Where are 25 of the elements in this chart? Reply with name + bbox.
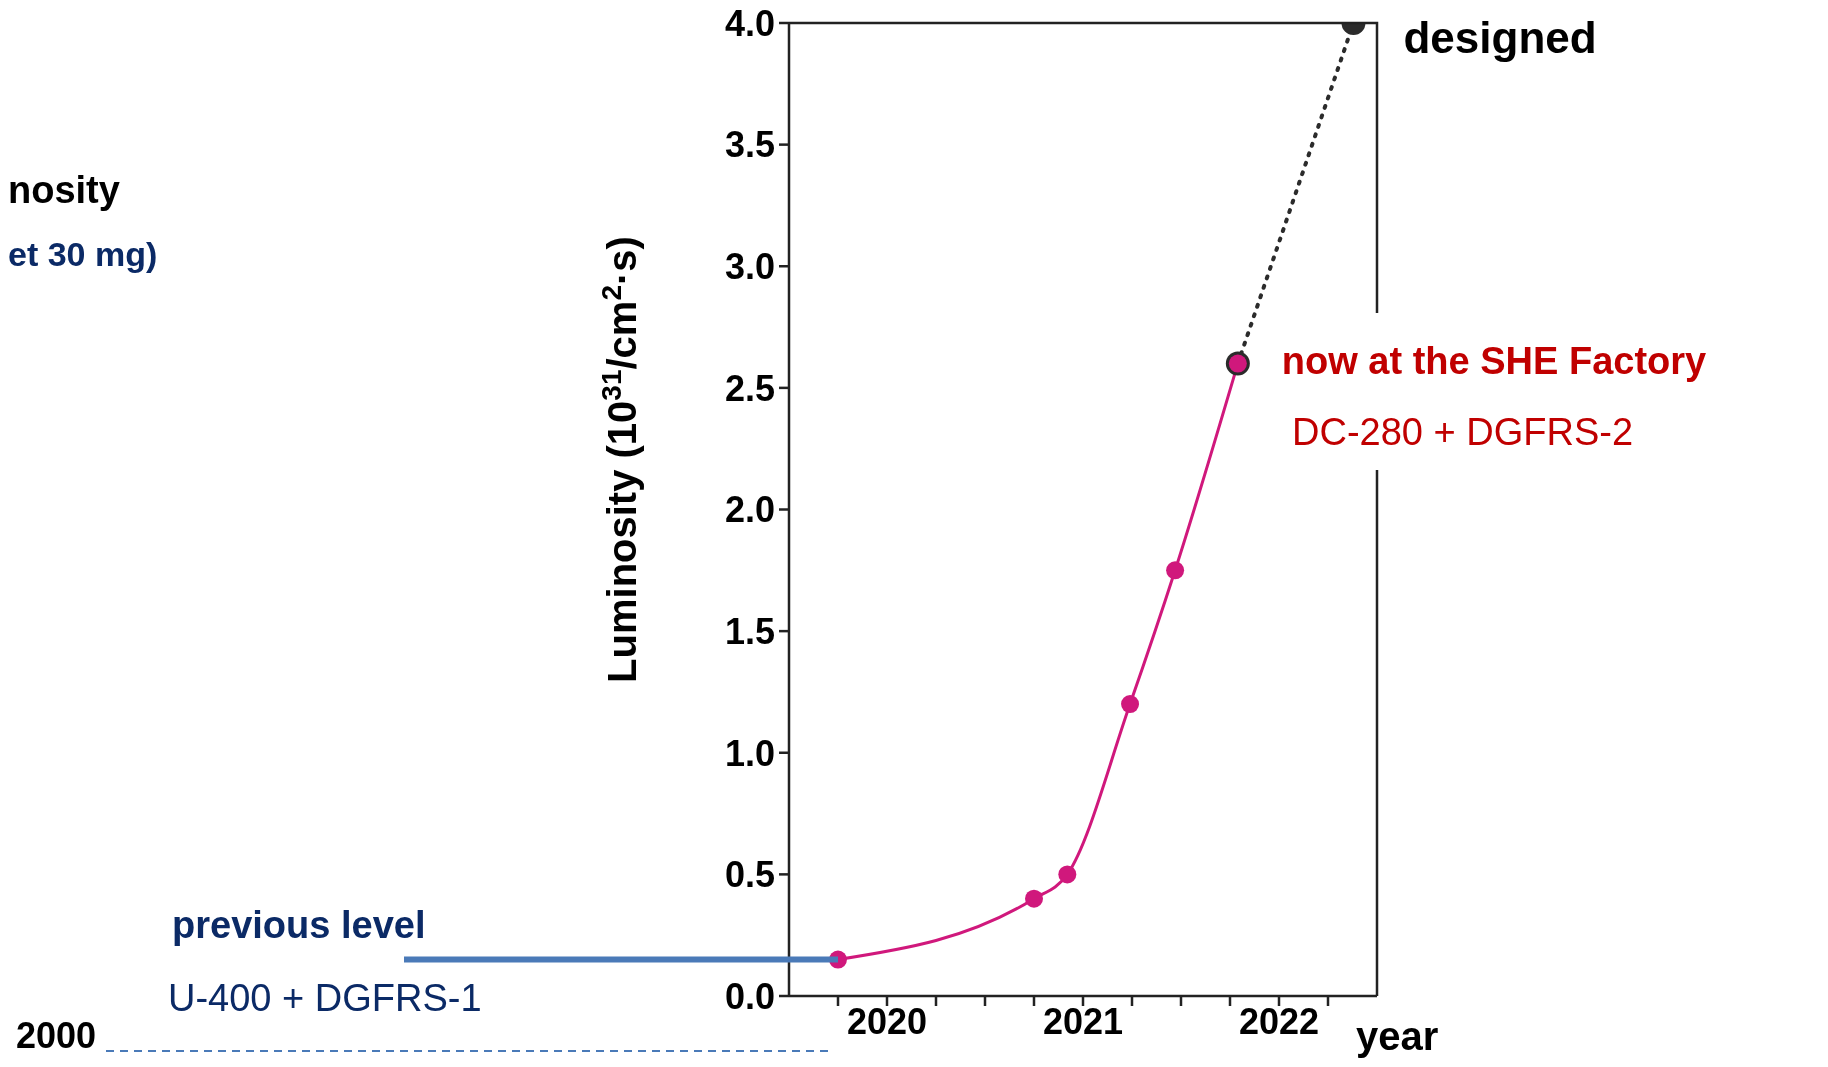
x-axis-title: year [1356,1014,1439,1058]
y-tick-label: 3.5 [724,124,775,166]
annotation: DC-280 + DGFRS-2 [1292,411,1634,453]
y-tick-label: 1.5 [724,610,775,652]
point [1025,889,1043,908]
text: 2000 [16,1015,97,1056]
ref-line-label: previous level [172,903,426,946]
point [1166,561,1185,580]
y-tick-label: 2.0 [724,489,775,531]
annotation: designed [1403,13,1597,62]
y-tick-label: 1.0 [724,732,775,774]
x-tick-label: 2020 [846,1000,928,1042]
x-tick-label: 2021 [1042,1000,1124,1042]
y-tick-label: 2.5 [724,367,775,409]
y-tick-label: 3.0 [724,246,775,288]
y-tick-label: 0.0 [724,975,775,1017]
y-tick-label: 4.0 [724,2,775,44]
text: nosity [8,169,120,211]
text: U-400 + DGFRS-1 [168,977,482,1019]
x-tick-label: 2022 [1238,1000,1320,1042]
point [1121,695,1140,714]
y-tick-label: 0.5 [724,854,775,896]
point [1058,865,1077,884]
annotation: now at the SHE Factory [1281,339,1707,382]
text: et 30 mg) [8,235,158,273]
